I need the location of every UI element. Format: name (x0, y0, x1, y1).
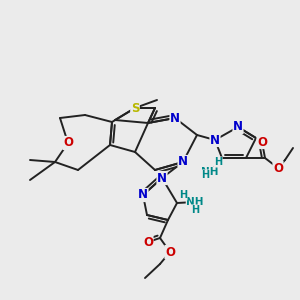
Text: S: S (131, 101, 139, 115)
Text: O: O (143, 236, 153, 248)
Text: N: N (178, 155, 188, 169)
Text: H: H (214, 157, 222, 167)
Text: H: H (191, 205, 199, 215)
Text: H: H (201, 170, 209, 180)
Text: NH: NH (186, 197, 204, 207)
Text: O: O (257, 136, 267, 148)
Text: N: N (233, 121, 243, 134)
Text: N: N (170, 112, 180, 124)
Text: H: H (179, 190, 187, 200)
Text: O: O (63, 136, 73, 149)
Text: N: N (138, 188, 148, 202)
Text: NH: NH (201, 167, 219, 177)
Text: O: O (273, 161, 283, 175)
Text: O: O (165, 245, 175, 259)
Text: N: N (157, 172, 167, 184)
Text: N: N (210, 134, 220, 146)
